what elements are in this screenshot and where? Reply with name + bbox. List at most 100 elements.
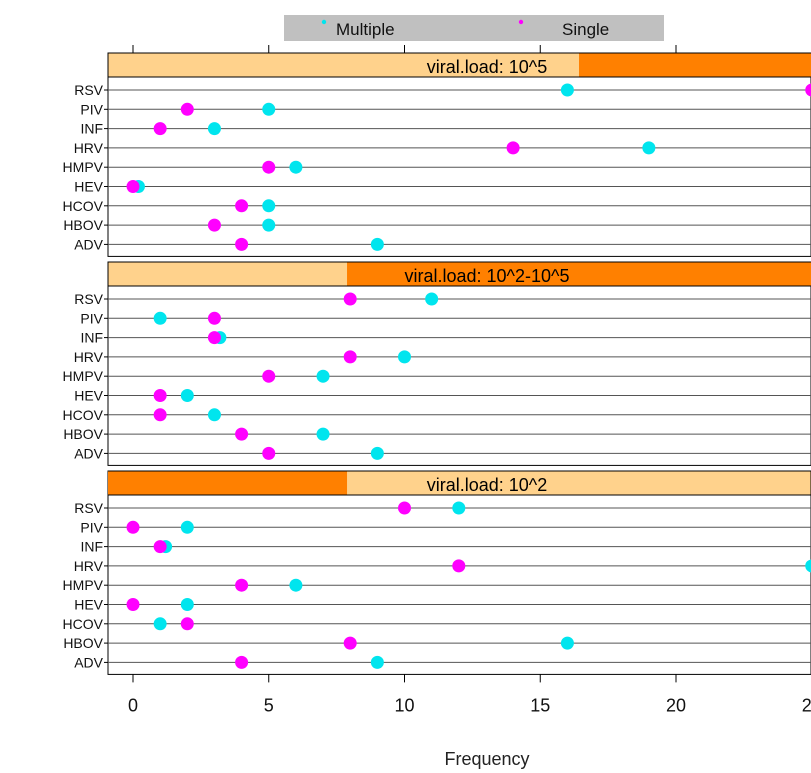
top-ticks (132, 45, 677, 53)
category-label: ADV (74, 445, 103, 461)
point-multiple (425, 292, 439, 306)
category-label: HBOV (63, 217, 103, 233)
category-label: ADV (74, 654, 103, 670)
panels: viral.load: 10^5 RSV PIV INF HRV HMPV HEV HCOV H… (63, 52, 811, 675)
point-multiple (180, 520, 194, 534)
x-axis-label: Frequency (444, 749, 529, 769)
strip-label: viral.load: 10^2-10^5 (405, 266, 570, 286)
category-label: ADV (74, 236, 103, 252)
category-label: HRV (74, 349, 104, 365)
category-label: HEV (74, 179, 103, 195)
x-tick-label: 0 (128, 695, 138, 715)
x-tick-label: 20 (666, 695, 686, 715)
point-multiple (452, 501, 466, 515)
point-single (235, 655, 249, 669)
category-label: HRV (74, 558, 104, 574)
strip-level-fill (347, 262, 811, 286)
point-multiple (207, 122, 221, 136)
point-single (262, 160, 276, 174)
point-single (180, 102, 194, 116)
category-label: PIV (80, 519, 103, 535)
point-single (207, 311, 221, 325)
point-multiple (398, 350, 411, 364)
category-label: INF (80, 330, 103, 346)
point-single (126, 598, 140, 611)
point-multiple (180, 598, 194, 611)
legend-label-single: Single (562, 20, 609, 39)
strip-level-fill (108, 471, 348, 495)
point-multiple (805, 559, 811, 573)
category-label: HBOV (63, 635, 103, 651)
x-tick-label: 5 (264, 695, 274, 715)
category-label: HCOV (63, 616, 104, 632)
point-single (398, 501, 411, 515)
point-single (452, 559, 466, 573)
point-multiple (370, 655, 384, 669)
strip-level-fill (579, 53, 811, 77)
point-single (153, 389, 167, 402)
category-label: HEV (74, 388, 103, 404)
point-multiple (370, 446, 384, 460)
point-multiple (153, 311, 167, 325)
legend-background (284, 15, 664, 41)
category-label: HMPV (63, 577, 104, 593)
point-single (343, 292, 357, 306)
category-label: RSV (74, 500, 103, 516)
x-axis: 0 5 10 15 20 25 (128, 674, 811, 715)
legend-marker-single (518, 19, 524, 25)
point-single (506, 141, 520, 155)
point-single (262, 446, 276, 460)
point-single (153, 540, 167, 554)
point-multiple (180, 389, 194, 402)
point-single (343, 350, 357, 364)
panel-2: viral.load: 10^2-10^5 RSV PIV INF HRV HMPV HEV… (63, 261, 811, 466)
point-multiple (289, 578, 303, 592)
point-multiple (642, 141, 656, 155)
point-multiple (262, 199, 276, 213)
x-tick-label: 10 (394, 695, 414, 715)
legend: Multiple Single (132, 15, 677, 53)
point-single (343, 636, 357, 650)
point-multiple (560, 636, 574, 650)
category-label: HEV (74, 597, 103, 613)
point-single (207, 218, 221, 232)
point-multiple (262, 218, 276, 232)
panel-1: viral.load: 10^5 RSV PIV INF HRV HMPV HEV HCOV H… (63, 52, 811, 257)
strip-label: viral.load: 10^5 (427, 57, 548, 77)
point-single (235, 427, 249, 441)
point-multiple (262, 102, 276, 116)
category-label: HMPV (63, 159, 104, 175)
point-single (153, 408, 167, 422)
point-single (126, 180, 140, 193)
strip-label: viral.load: 10^2 (427, 475, 548, 495)
category-label: HRV (74, 140, 104, 156)
category-label: PIV (80, 310, 103, 326)
x-tick-label: 15 (530, 695, 550, 715)
point-multiple (153, 617, 167, 631)
category-label: INF (80, 121, 103, 137)
legend-label-multiple: Multiple (336, 20, 395, 39)
point-single (235, 199, 249, 213)
point-multiple (316, 369, 330, 383)
category-label: PIV (80, 101, 103, 117)
point-single (153, 122, 167, 136)
category-label: HMPV (63, 368, 104, 384)
point-single (262, 369, 276, 383)
point-single (235, 578, 249, 592)
category-label: INF (80, 539, 103, 555)
point-single (126, 520, 140, 534)
point-multiple (370, 237, 384, 251)
point-multiple (316, 427, 330, 441)
point-single (805, 83, 811, 97)
point-single (235, 237, 249, 251)
point-multiple (207, 408, 221, 422)
x-tick-label: 25 (802, 695, 811, 715)
point-single (207, 331, 221, 345)
point-single (180, 617, 194, 631)
category-label: HCOV (63, 407, 104, 423)
category-label: RSV (74, 291, 103, 307)
point-multiple (560, 83, 574, 97)
category-label: HBOV (63, 426, 103, 442)
point-multiple (289, 160, 303, 174)
